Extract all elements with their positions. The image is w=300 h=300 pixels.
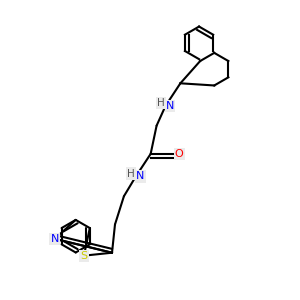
Text: O: O [175, 149, 184, 159]
Text: H: H [128, 169, 135, 178]
Text: N: N [166, 101, 174, 111]
Text: N: N [50, 234, 59, 244]
Text: H: H [157, 98, 165, 108]
Text: S: S [80, 251, 88, 261]
Text: N: N [136, 172, 144, 182]
